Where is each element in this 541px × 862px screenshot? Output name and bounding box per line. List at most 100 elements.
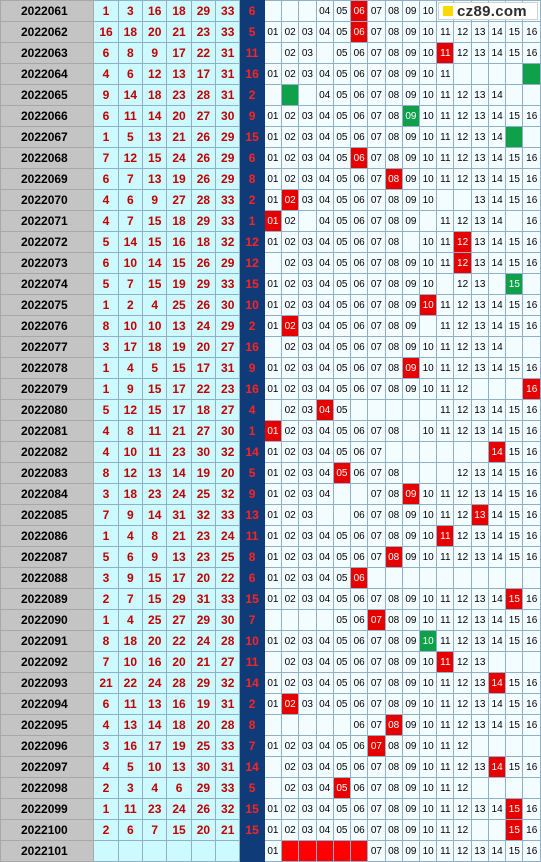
trend-cell: 08	[384, 231, 403, 253]
red-ball-number: 15	[142, 378, 168, 400]
trend-cell: 05	[332, 42, 352, 64]
trend-cell: 05	[332, 0, 352, 22]
blue-ball-number: 14	[239, 441, 265, 463]
trend-cell: 11	[436, 63, 455, 85]
trend-cell: 01	[263, 462, 283, 484]
red-ball-number: 31	[215, 63, 241, 85]
red-ball-number: 20	[190, 819, 217, 841]
blue-ball-number	[239, 840, 265, 862]
trend-cell: 06	[349, 504, 369, 526]
red-ball-number: 24	[166, 483, 192, 505]
trend-cell: 10	[418, 525, 438, 547]
trend-cell: 05	[332, 798, 352, 820]
trend-cell	[332, 483, 352, 505]
site-logo[interactable]: cz89.com	[438, 2, 538, 20]
red-ball-number: 4	[93, 63, 119, 85]
red-ball-number: 33	[215, 504, 241, 526]
trend-cell: 04	[315, 189, 334, 211]
trend-cell	[298, 84, 317, 106]
trend-cell: 16	[522, 315, 541, 337]
trend-cell: 06	[349, 462, 369, 484]
trend-cell: 01	[263, 210, 283, 232]
issue-number: 2022063	[0, 42, 95, 64]
red-ball-number: 5	[117, 126, 144, 148]
trend-cell	[280, 0, 300, 22]
trend-cell: 03	[298, 21, 317, 43]
trend-cell: 07	[367, 210, 386, 232]
trend-cell: 09	[401, 735, 421, 757]
trend-cell: 08	[384, 819, 403, 841]
issue-number: 2022101	[0, 840, 95, 862]
logo-text: cz89.com	[457, 2, 527, 20]
trend-cell: 14	[487, 357, 507, 379]
trend-cell: 08	[384, 210, 403, 232]
trend-cell: 08	[384, 252, 403, 274]
trend-cell: 09	[401, 588, 421, 610]
trend-cell: 03	[298, 399, 317, 421]
trend-cell: 12	[453, 630, 472, 652]
trend-cell: 03	[298, 357, 317, 379]
trend-cell: 03	[298, 504, 317, 526]
trend-cell: 16	[522, 441, 541, 463]
trend-cell: 08	[384, 525, 403, 547]
trend-cell: 04	[315, 84, 334, 106]
red-ball-number: 15	[142, 273, 168, 295]
red-ball-number: 20	[142, 630, 168, 652]
draw-row: 2022092 7 10 16 20 21 27 11 02 03 04 05 06 07 08 09 10 11…	[0, 651, 541, 673]
trend-cell: 01	[263, 378, 283, 400]
issue-number: 2022093	[0, 672, 95, 694]
trend-cell: 10	[418, 546, 438, 568]
trend-cell: 08	[384, 42, 403, 64]
red-ball-number: 26	[190, 126, 217, 148]
red-ball-number: 22	[215, 567, 241, 589]
trend-cell	[470, 63, 489, 85]
trend-cell: 02	[280, 252, 300, 274]
red-ball-number: 21	[166, 21, 192, 43]
trend-cell: 16	[522, 756, 541, 778]
red-ball-number: 15	[142, 231, 168, 253]
trend-cell: 02	[280, 231, 300, 253]
trend-cell: 10	[418, 609, 438, 631]
trend-cell: 04	[315, 210, 334, 232]
red-ball-number	[93, 840, 119, 862]
trend-cell: 07	[367, 105, 386, 127]
red-ball-number: 4	[93, 441, 119, 463]
trend-cell: 03	[298, 126, 317, 148]
trend-cell: 05	[332, 336, 352, 358]
trend-cell: 04	[315, 336, 334, 358]
red-ball-number: 31	[215, 693, 241, 715]
red-ball-number: 32	[190, 504, 217, 526]
trend-cell: 12	[453, 819, 472, 841]
trend-cell: 04	[315, 672, 334, 694]
trend-cell: 06	[349, 231, 369, 253]
trend-cell: 12	[453, 525, 472, 547]
red-ball-number: 1	[93, 798, 119, 820]
trend-cell: 12	[453, 735, 472, 757]
red-ball-number	[215, 840, 241, 862]
trend-cell: 10	[418, 126, 438, 148]
red-ball-number	[190, 840, 217, 862]
trend-cell: 02	[280, 21, 300, 43]
red-ball-number: 4	[142, 294, 168, 316]
issue-number: 2022071	[0, 210, 95, 232]
red-ball-number: 18	[117, 21, 144, 43]
trend-cell: 14	[487, 336, 507, 358]
trend-cell: 10	[418, 42, 438, 64]
red-ball-number: 32	[215, 672, 241, 694]
blue-ball-number: 15	[239, 126, 265, 148]
trend-cell: 11	[436, 399, 455, 421]
trend-cell: 01	[263, 567, 283, 589]
blue-ball-number: 5	[239, 21, 265, 43]
blue-ball-number: 13	[239, 504, 265, 526]
trend-cell: 07	[367, 315, 386, 337]
red-ball-number: 9	[117, 504, 144, 526]
trend-cell: 12	[453, 21, 472, 43]
draw-row: 2022097 4 5 10 13 30 31 14 02 03 04 05 06 07 08 09 10 11 1…	[0, 756, 541, 778]
trend-cell: 09	[401, 483, 421, 505]
draw-row: 2022098 2 3 4 6 29 33 5 02 03 04 05 06 07 08 09 10 11 12	[0, 777, 541, 799]
draw-row: 2022100 2 6 7 15 20 21 15 01 02 03 04 05 06 07 08 09 10 11…	[0, 819, 541, 841]
trend-cell	[401, 399, 421, 421]
red-ball-number: 3	[93, 567, 119, 589]
trend-cell: 02	[280, 126, 300, 148]
trend-cell	[332, 504, 352, 526]
